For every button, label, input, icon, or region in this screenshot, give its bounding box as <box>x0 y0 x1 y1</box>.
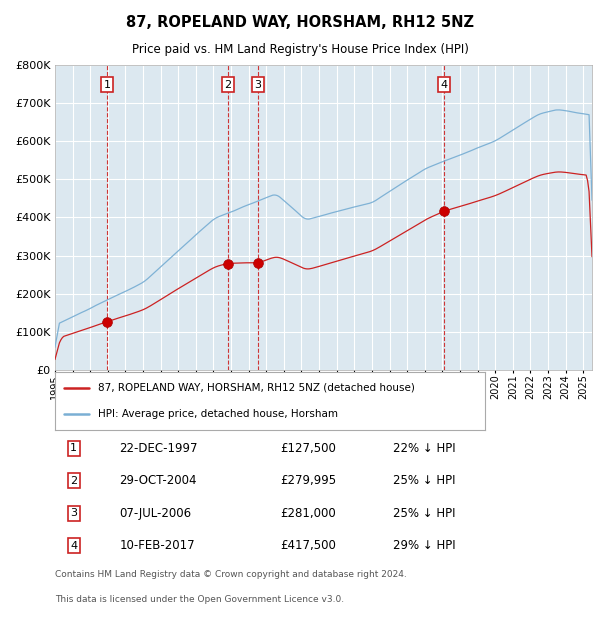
Text: 3: 3 <box>254 80 262 90</box>
Text: 2: 2 <box>70 476 77 485</box>
Text: £127,500: £127,500 <box>281 441 337 454</box>
Text: £417,500: £417,500 <box>281 539 337 552</box>
Text: This data is licensed under the Open Government Licence v3.0.: This data is licensed under the Open Gov… <box>55 595 344 604</box>
Text: 29% ↓ HPI: 29% ↓ HPI <box>394 539 456 552</box>
Text: 29-OCT-2004: 29-OCT-2004 <box>119 474 197 487</box>
Text: 2: 2 <box>224 80 232 90</box>
Text: 1: 1 <box>104 80 111 90</box>
Text: 22% ↓ HPI: 22% ↓ HPI <box>394 441 456 454</box>
Text: 3: 3 <box>70 508 77 518</box>
Text: 25% ↓ HPI: 25% ↓ HPI <box>394 474 456 487</box>
Text: 10-FEB-2017: 10-FEB-2017 <box>119 539 195 552</box>
Text: 87, ROPELAND WAY, HORSHAM, RH12 5NZ (detached house): 87, ROPELAND WAY, HORSHAM, RH12 5NZ (det… <box>98 383 415 392</box>
Text: 4: 4 <box>70 541 77 551</box>
Text: HPI: Average price, detached house, Horsham: HPI: Average price, detached house, Hors… <box>98 409 338 419</box>
Text: Contains HM Land Registry data © Crown copyright and database right 2024.: Contains HM Land Registry data © Crown c… <box>55 570 407 579</box>
Text: 87, ROPELAND WAY, HORSHAM, RH12 5NZ: 87, ROPELAND WAY, HORSHAM, RH12 5NZ <box>126 16 474 30</box>
Text: 22-DEC-1997: 22-DEC-1997 <box>119 441 198 454</box>
Text: Price paid vs. HM Land Registry's House Price Index (HPI): Price paid vs. HM Land Registry's House … <box>131 43 469 56</box>
Text: 1: 1 <box>70 443 77 453</box>
Text: £279,995: £279,995 <box>281 474 337 487</box>
Text: 07-JUL-2006: 07-JUL-2006 <box>119 507 191 520</box>
Text: 25% ↓ HPI: 25% ↓ HPI <box>394 507 456 520</box>
Text: £281,000: £281,000 <box>281 507 336 520</box>
Text: 4: 4 <box>441 80 448 90</box>
